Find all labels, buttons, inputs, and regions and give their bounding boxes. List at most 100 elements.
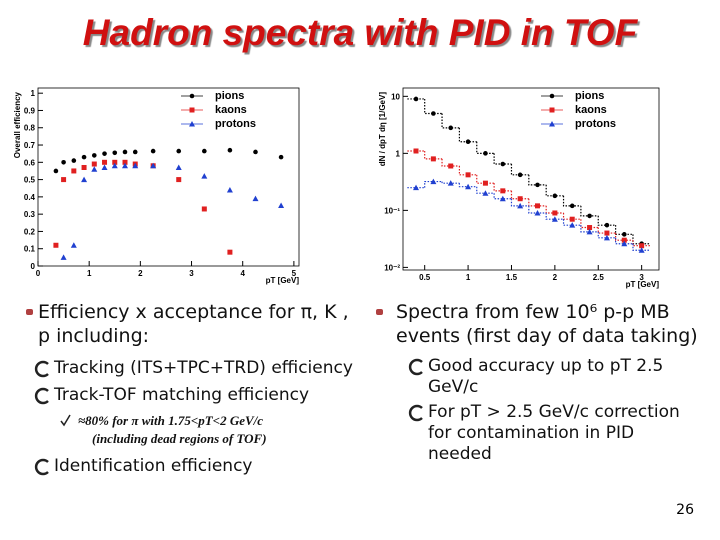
legend-label: pions [575,90,604,102]
y-tick-label: 0.9 [24,106,36,115]
marker [150,148,156,154]
marker [448,125,454,131]
bullet-icon [26,309,33,315]
item: Track-TOF matching efficiency [32,385,364,406]
y-tick-label: 0.4 [24,193,36,202]
marker [150,162,157,169]
legend-marker [549,93,555,99]
marker [53,168,59,174]
y-tick-label: 0.1 [24,245,36,254]
check-icon [34,458,49,476]
marker [447,180,454,186]
marker [586,228,593,235]
marker [587,225,593,231]
note-text: (including dead regions of TOF) [92,431,267,446]
x-tick-label: 1 [87,269,92,278]
marker [465,172,471,178]
item-text: Good accuracy up to pT 2.5 GeV/c [428,356,664,397]
note-line: ≈80% for π with 1.75<pT<2 GeV/c [58,412,364,430]
marker [81,176,88,183]
item: Identification efficiency [32,456,364,477]
x-tick-label: 1 [466,273,471,282]
y-axis-label: dN / dpT dη [1/GeV] [378,92,387,167]
legend-label: kaons [215,104,247,116]
marker [430,178,437,185]
step-segment [510,190,529,200]
marker [91,153,97,158]
step-segment [580,205,599,217]
marker [226,186,233,193]
step-segment [458,183,477,188]
marker [500,161,506,167]
marker [81,164,87,170]
x-tick-label: 2 [138,269,143,278]
step-segment [597,215,616,226]
marker [176,148,182,154]
y-axis-label: Overall efficiency [13,91,22,158]
bullet: Spectra from few 10⁶ p-p MB events (firs… [372,300,702,348]
y-tick-label: 0.7 [24,141,36,150]
y-tick-label: 0.5 [24,176,36,185]
marker [569,203,575,209]
marker [569,222,576,228]
legend-label: pions [215,90,244,102]
item: For pT > 2.5 GeV/c correction for contam… [406,402,702,465]
marker [252,195,259,202]
marker [112,159,118,165]
marker [535,203,541,209]
left-column: Efficiency x acceptance for π, K , p inc… [24,300,364,477]
y-tick-label: 0.3 [24,210,36,219]
marker [621,240,628,247]
bullet-text: Spectra from few 10⁶ p-p MB events (firs… [396,301,698,347]
y-tick-label: 10⁻¹ [384,206,400,215]
step-segment [441,158,460,167]
x-tick-label: 4 [240,269,245,278]
item: Tracking (ITS+TPC+TRD) efficiency [32,358,364,379]
note: ≈80% for π with 1.75<pT<2 GeV/c (includi… [58,412,364,448]
item-text: Tracking (ITS+TPC+TRD) efficiency [54,358,353,378]
item-text: Track-TOF matching efficiency [54,385,310,405]
bullet-icon [376,309,383,315]
step-segment [580,225,599,233]
bullet: Efficiency x acceptance for π, K , p inc… [24,300,364,348]
legend-marker [549,121,555,127]
marker [500,188,506,194]
y-tick-label: 10 [391,92,400,101]
marker [102,151,107,156]
step-segment [528,174,547,186]
step-segment [510,198,529,207]
marker [430,156,436,162]
marker [111,162,118,169]
marker [91,166,98,172]
step-segment [493,153,512,165]
step-segment [545,212,564,220]
step-segment [632,243,651,251]
marker [517,172,523,178]
marker [61,177,67,183]
plot-frame [37,87,300,267]
slide-title: Hadron spectra with PID in TOF [82,12,638,53]
marker [91,161,97,167]
marker [278,202,285,209]
y-tick-label: 0.8 [24,124,36,133]
marker [535,182,540,188]
legend-marker [189,107,195,113]
marker [413,184,420,191]
marker [227,249,233,255]
marker [122,162,128,169]
legend-marker [189,121,195,127]
legend-marker [189,93,195,99]
marker [122,159,128,165]
right-column: Spectra from few 10⁶ p-p MB events (firs… [372,300,702,465]
y-tick-label: 0.6 [24,158,36,167]
marker [61,160,66,165]
y-tick-label: 0.2 [24,227,36,236]
legend-label: protons [215,118,256,130]
marker [413,148,419,154]
step-segment [545,184,564,197]
x-tick-label: 3 [189,269,194,278]
marker [202,148,207,154]
legend-label: kaons [575,104,607,116]
marker [102,159,108,165]
marker [552,210,558,216]
